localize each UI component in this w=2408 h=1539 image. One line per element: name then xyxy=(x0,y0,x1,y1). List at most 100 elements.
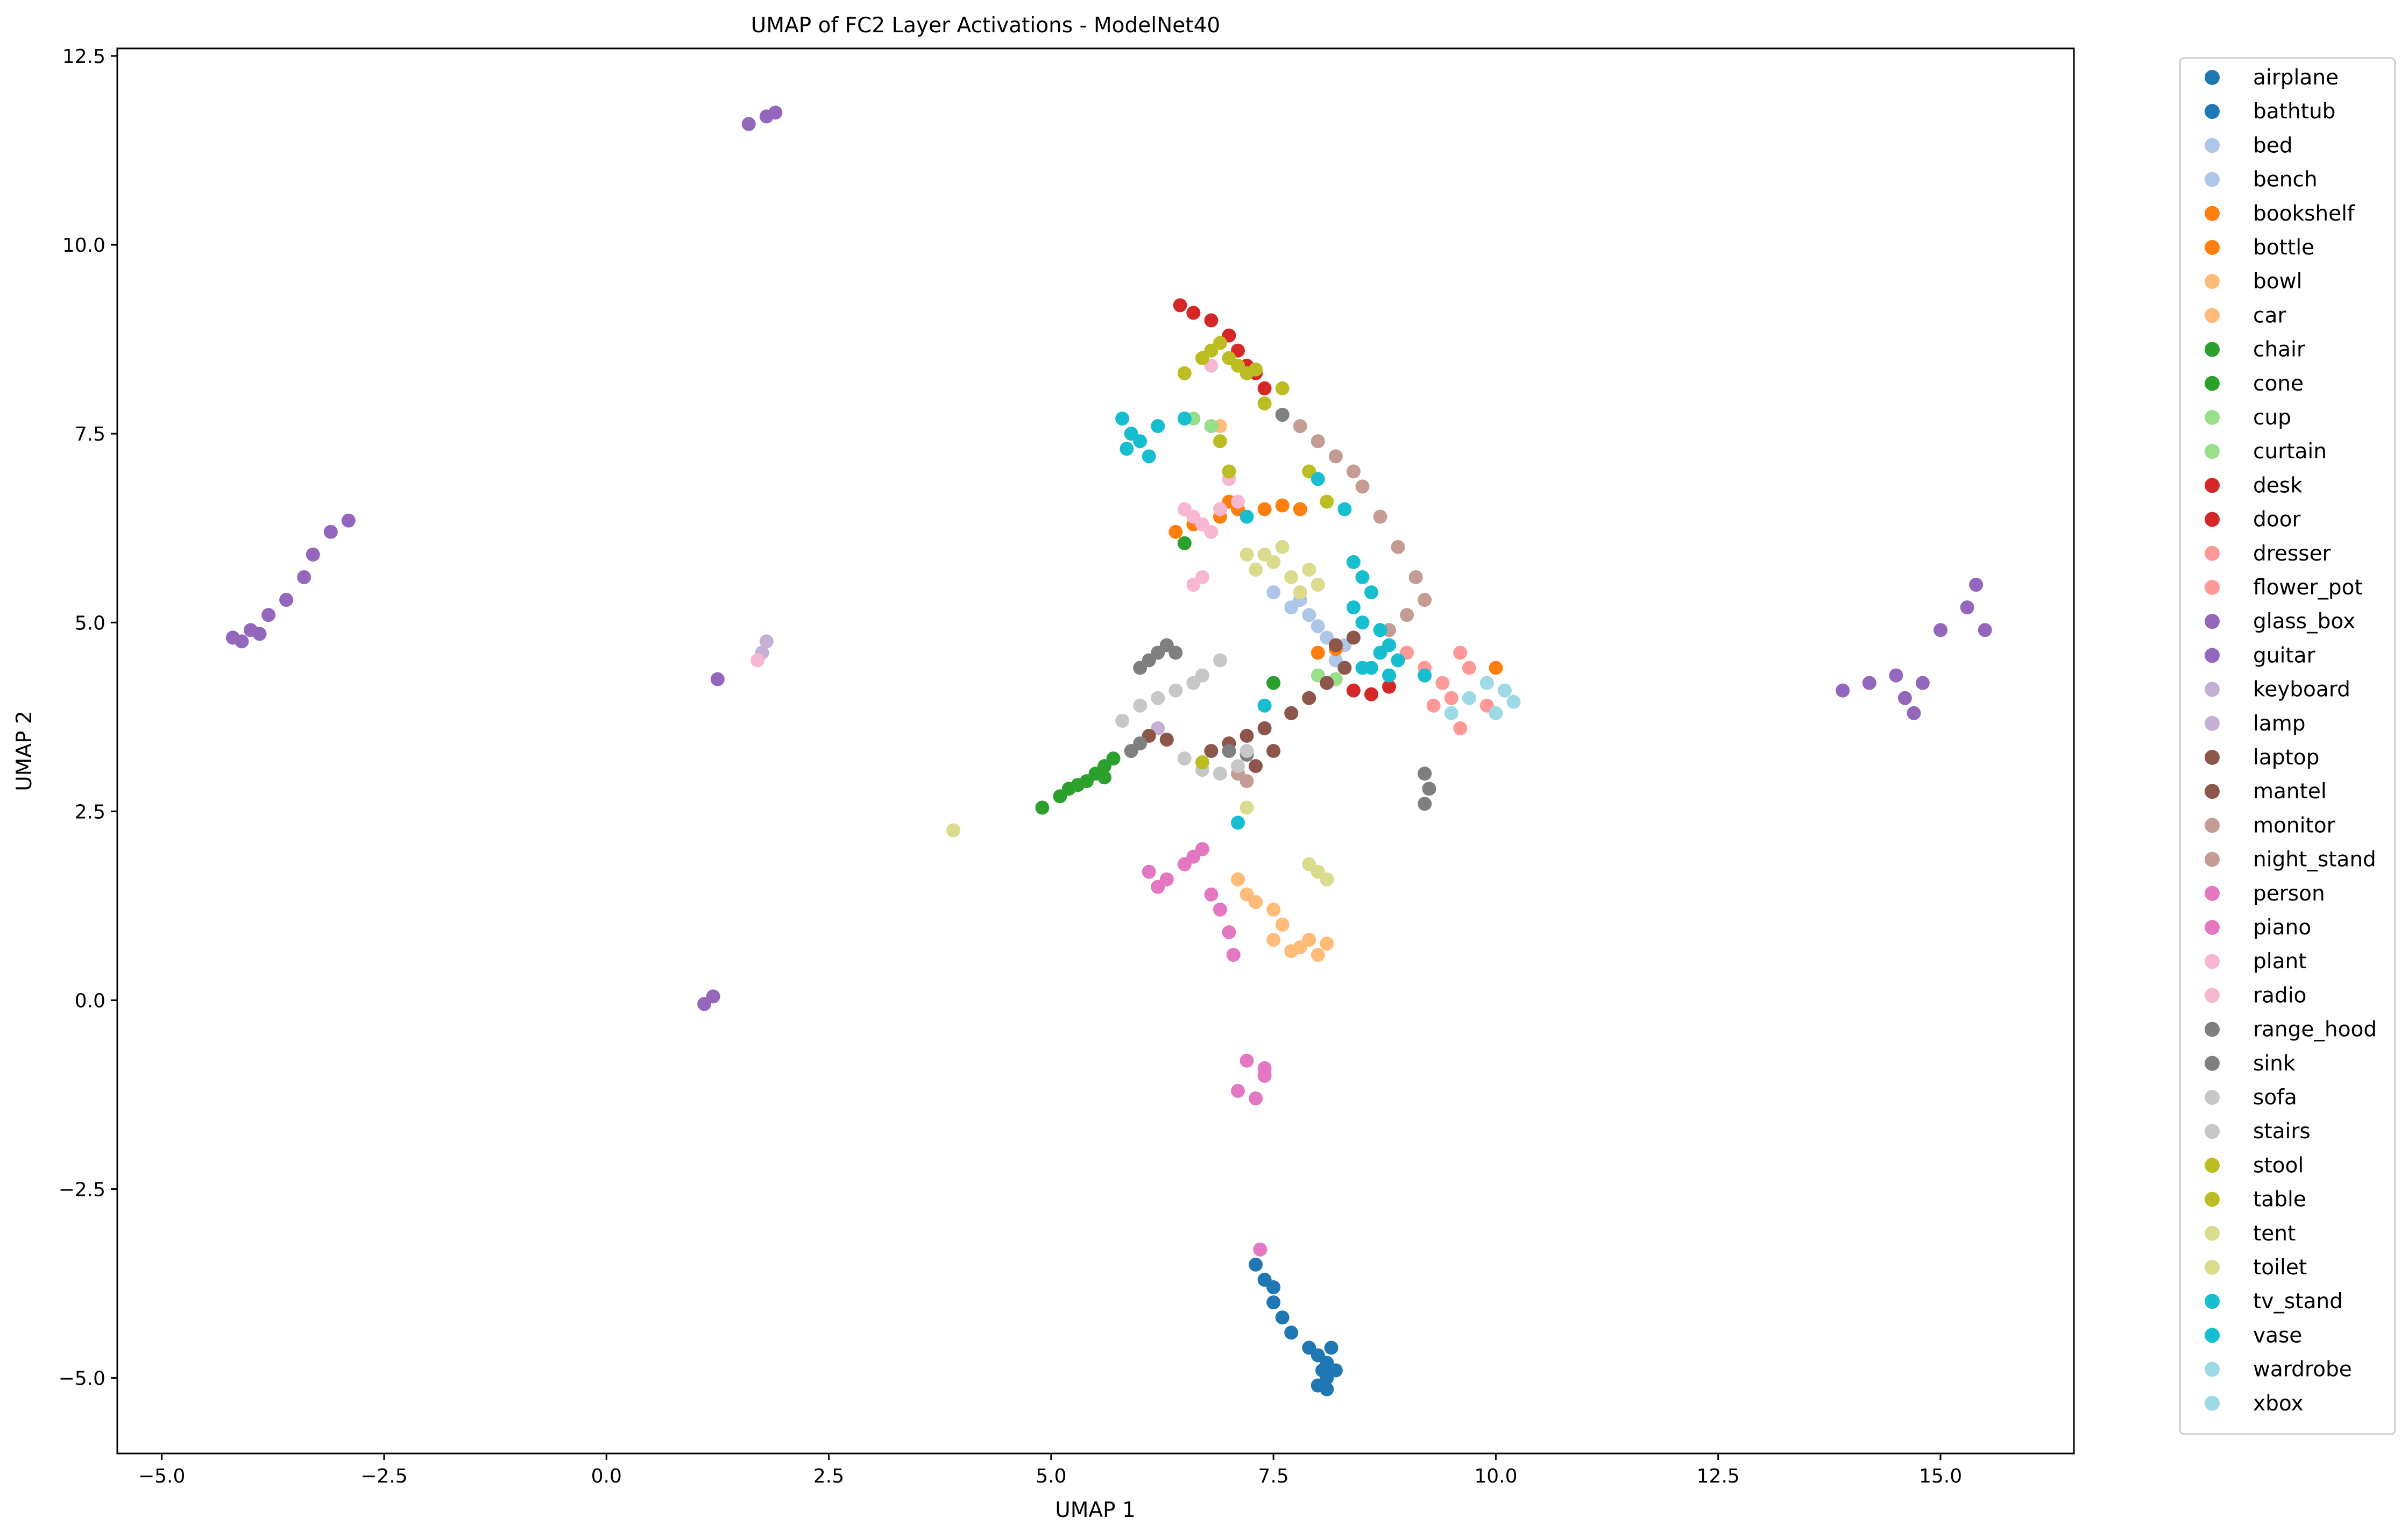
point-tent-7 xyxy=(1311,578,1325,592)
point-plant-9 xyxy=(750,653,765,668)
legend-marker-toilet xyxy=(2205,1260,2220,1275)
point-stool-8 xyxy=(1257,396,1272,411)
y-axis: −5.0 −2.5 0.0 2.5 5.0 7.5 10.0 12.5 xyxy=(59,46,117,1390)
point-stool-0 xyxy=(1177,366,1192,380)
point-desk-10 xyxy=(1382,679,1397,694)
point-vase-3 xyxy=(1337,502,1352,516)
legend-marker-door xyxy=(2205,512,2220,527)
point-person-8 xyxy=(1226,948,1241,962)
legend-label-plant: plant xyxy=(2253,949,2307,974)
legend-label-radio: radio xyxy=(2253,983,2306,1008)
point-plant-8 xyxy=(1231,494,1245,509)
point-glass_box-21 xyxy=(1897,691,1912,705)
legend-label-guitar: guitar xyxy=(2253,643,2315,668)
point-bookshelf-4 xyxy=(1257,502,1272,516)
point-sofa-9 xyxy=(1213,767,1227,781)
point-glass_box-16 xyxy=(1836,683,1850,698)
legend-label-cone: cone xyxy=(2253,372,2304,396)
legend-label-bottle: bottle xyxy=(2253,236,2314,260)
legend-marker-piano xyxy=(2205,920,2220,935)
point-person-12 xyxy=(1231,1083,1245,1098)
point-tent-13 xyxy=(1240,800,1254,815)
point-laptop-8 xyxy=(1320,676,1334,690)
point-vase-2 xyxy=(1311,472,1325,486)
point-bathtub-0 xyxy=(1249,1257,1263,1272)
legend-label-range_hood: range_hood xyxy=(2253,1018,2377,1042)
legend-label-glass_box: glass_box xyxy=(2253,609,2355,634)
point-tv_stand-13 xyxy=(1373,646,1387,660)
legend-marker-stool xyxy=(2205,1158,2220,1173)
legend-marker-cone xyxy=(2205,375,2220,391)
point-chair-9 xyxy=(1177,536,1192,550)
point-bed-2 xyxy=(1302,608,1316,622)
point-desk-2 xyxy=(1204,313,1219,328)
legend-label-car: car xyxy=(2253,303,2286,328)
point-bowl-4 xyxy=(1275,917,1290,932)
legend-marker-wardrobe xyxy=(2205,1361,2220,1377)
legend-marker-vase xyxy=(2205,1328,2220,1343)
legend-marker-plant xyxy=(2205,954,2220,969)
point-person-15 xyxy=(1253,1242,1267,1257)
point-monitor-10 xyxy=(1400,608,1414,622)
y-tick-label: 10.0 xyxy=(62,235,105,257)
point-stool-3 xyxy=(1213,336,1227,350)
legend-label-sink: sink xyxy=(2253,1052,2296,1076)
point-monitor-3 xyxy=(1328,449,1343,464)
point-glass_box-8 xyxy=(252,627,267,641)
x-tick-label: 5.0 xyxy=(1036,1465,1066,1487)
point-laptop-0 xyxy=(1204,744,1219,758)
legend-label-lamp: lamp xyxy=(2253,712,2305,736)
point-laptop-4 xyxy=(1266,744,1281,758)
point-range_hood-10 xyxy=(1275,408,1290,422)
point-vase-4 xyxy=(1355,661,1370,675)
legend-marker-curtain xyxy=(2205,444,2220,459)
point-bowl-10 xyxy=(1320,937,1334,951)
legend-label-airplane: airplane xyxy=(2253,66,2339,90)
legend-label-bathtub: bathtub xyxy=(2253,100,2335,124)
x-tick-label: 0.0 xyxy=(591,1465,622,1487)
point-glass_box-5 xyxy=(306,547,320,562)
legend-label-keyboard: keyboard xyxy=(2253,678,2350,702)
point-bookshelf-5 xyxy=(1275,498,1290,513)
point-dresser-2 xyxy=(1435,676,1450,690)
point-sofa-10 xyxy=(1231,759,1245,774)
point-desk-9 xyxy=(1364,687,1378,701)
point-stool-11 xyxy=(1222,464,1236,479)
point-range_hood-7 xyxy=(1418,767,1432,781)
legend-label-toilet: toilet xyxy=(2253,1256,2307,1280)
point-tent-5 xyxy=(1293,585,1307,600)
legend-label-bowl: bowl xyxy=(2253,269,2302,294)
legend-marker-mantel xyxy=(2205,784,2220,799)
chart-title: UMAP of FC2 Layer Activations - ModelNet… xyxy=(751,13,1220,38)
legend-label-stool: stool xyxy=(2253,1153,2304,1178)
y-tick-label: 12.5 xyxy=(62,46,105,68)
point-tv_stand-3 xyxy=(1142,449,1156,464)
point-wardrobe-0 xyxy=(1444,706,1458,720)
point-plant-6 xyxy=(1186,578,1201,592)
legend: airplane bathtub bed bench bookshelf bottle bo… xyxy=(2179,57,2396,1435)
point-sofa-3 xyxy=(1168,683,1183,698)
legend-marker-person xyxy=(2205,885,2220,901)
point-person-14 xyxy=(1257,1068,1272,1083)
point-vase-0 xyxy=(1177,412,1192,426)
point-tv_stand-4 xyxy=(1151,419,1165,434)
point-bowl-2 xyxy=(1249,895,1263,909)
point-range_hood-4 xyxy=(1168,646,1183,660)
legend-label-tent: tent xyxy=(2253,1222,2296,1246)
legend-label-table: table xyxy=(2253,1188,2306,1212)
point-glass_box-22 xyxy=(1934,623,1948,637)
legend-label-dresser: dresser xyxy=(2253,542,2332,566)
legend-label-night_stand: night_stand xyxy=(2253,848,2376,872)
point-bookshelf-10 xyxy=(1489,661,1503,675)
point-glass_box-20 xyxy=(1907,706,1921,720)
legend-marker-monitor xyxy=(2205,818,2220,833)
legend-marker-table xyxy=(2205,1192,2220,1207)
point-tv_stand-2 xyxy=(1133,434,1148,449)
y-tick-label: 2.5 xyxy=(75,801,105,823)
point-tent-12 xyxy=(1320,872,1334,886)
legend-label-stairs: stairs xyxy=(2253,1119,2311,1144)
point-person-0 xyxy=(1142,864,1156,879)
point-glass_box-9 xyxy=(235,634,249,649)
legend-marker-radio xyxy=(2205,988,2220,1003)
